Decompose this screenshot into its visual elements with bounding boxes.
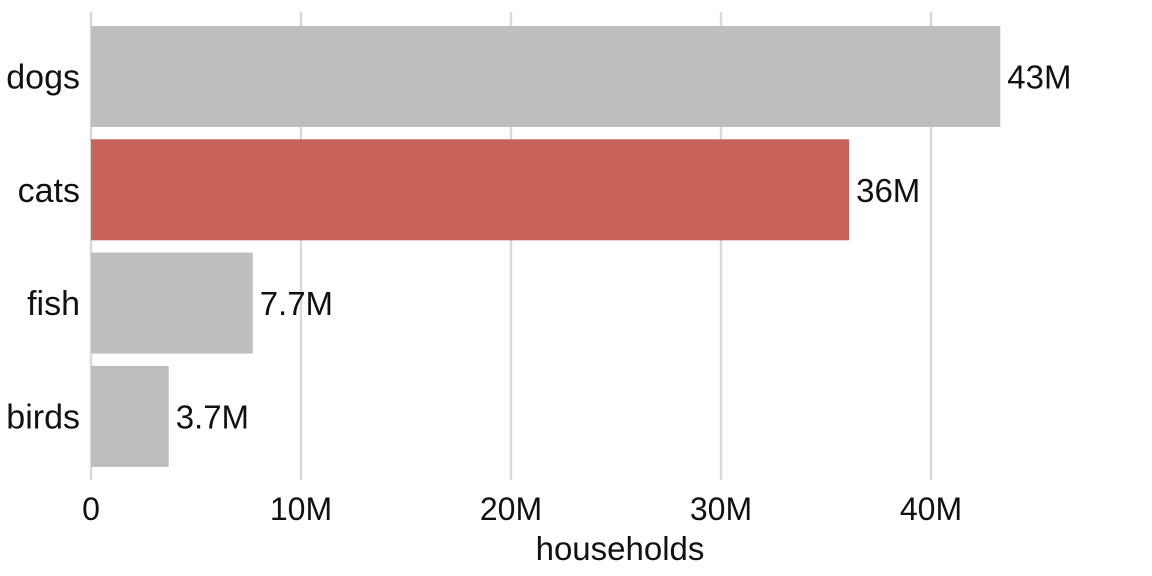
x-tick-label-0: 0 (82, 491, 100, 527)
value-label-birds: 3.7M (176, 398, 249, 435)
bar-birds (91, 365, 169, 467)
x-tick-label-3: 30M (690, 491, 752, 527)
value-labels: 43M 36M 7.7M 3.7M (176, 59, 1072, 436)
category-label-fish: fish (27, 285, 80, 323)
x-axis-ticks: 0 10M 20M 30M 40M (82, 491, 962, 527)
category-label-dogs: dogs (6, 59, 80, 97)
value-label-fish: 7.7M (260, 285, 333, 322)
x-tick-label-1: 10M (270, 491, 332, 527)
value-label-dogs: 43M (1007, 59, 1071, 96)
bar-fish (91, 252, 253, 354)
category-label-cats: cats (18, 172, 80, 210)
category-labels: dogs cats fish birds (6, 59, 80, 437)
value-label-cats: 36M (856, 172, 920, 209)
x-axis-title: households (536, 530, 705, 567)
x-tick-label-2: 20M (480, 491, 542, 527)
x-tick-label-4: 40M (900, 491, 962, 527)
bar-dogs (91, 26, 1001, 127)
category-label-birds: birds (6, 398, 80, 436)
bar-cats (91, 139, 850, 241)
bars (91, 26, 1001, 467)
